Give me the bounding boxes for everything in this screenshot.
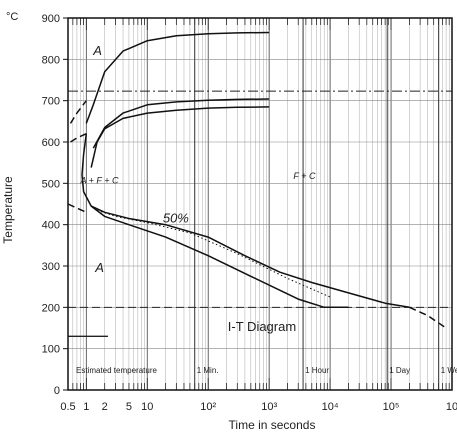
- transformation-curve: [409, 306, 447, 329]
- x-tick-label: 10⁵: [383, 401, 400, 413]
- x-axis-label: Time in seconds: [229, 418, 316, 432]
- y-tick-label: 200: [42, 302, 60, 314]
- time-mark-label: 1 Hour: [305, 366, 329, 375]
- transformation-curve: [96, 209, 331, 298]
- x-tick-label: 10³: [261, 401, 277, 413]
- chart-title: I-T Diagram: [228, 319, 296, 334]
- x-tick-label: 5: [126, 401, 132, 413]
- time-mark-label: 1 Week: [441, 366, 457, 375]
- region-label: F + C: [293, 171, 316, 181]
- y-tick-label: 600: [42, 137, 60, 149]
- y-tick-label: 700: [42, 96, 60, 108]
- tick-labels: 0 100 200 300 400 500 600 700 800 900 0.5 1 2 5 10 10² 1…: [42, 13, 457, 413]
- region-label: A: [94, 260, 104, 275]
- plot-frame: [67, 17, 453, 391]
- y-tick-label: 500: [42, 178, 60, 190]
- y-tick-label: 100: [42, 344, 60, 356]
- transformation-curve: [67, 203, 87, 213]
- curves: [67, 31, 447, 329]
- transformation-curve: [90, 106, 270, 168]
- y-axis-label: Temperature: [1, 176, 15, 244]
- x-tick-label: 0.5: [60, 401, 75, 413]
- time-mark-label: 1 Min.: [197, 366, 219, 375]
- transformation-curve: [70, 133, 87, 143]
- annotations: 1 Min. 1 Hour 1 Day 1 Week A A + F + C F + C A 5…: [79, 43, 457, 375]
- y-tick-label: 300: [42, 261, 60, 273]
- x-tick-label: 10: [141, 401, 153, 413]
- estimated-temperature-note: Estimated temperature: [76, 366, 157, 375]
- transformation-curve: [81, 133, 349, 309]
- transformation-curve: [85, 31, 270, 124]
- y-unit-label: °C: [6, 11, 18, 23]
- x-tick-label: 10⁴: [322, 401, 339, 413]
- y-tick-label: 400: [42, 220, 60, 232]
- x-tick-label: 2: [102, 401, 108, 413]
- x-tick-label: 10²: [200, 401, 216, 413]
- grid: [67, 17, 452, 391]
- y-tick-label: 800: [42, 54, 60, 66]
- region-label: A: [92, 43, 102, 58]
- transformation-curve: [90, 205, 410, 309]
- region-label: A + F + C: [79, 175, 119, 185]
- transformation-curve: [92, 98, 270, 149]
- x-tick-label: 10: [446, 401, 457, 413]
- y-tick-label: 900: [42, 13, 60, 25]
- reference-lines: [68, 90, 452, 337]
- transformation-curve: [69, 100, 87, 124]
- region-label: 50%: [163, 211, 189, 226]
- y-tick-label: 0: [54, 385, 60, 397]
- x-tick-label: 1: [83, 401, 89, 413]
- time-mark-label: 1 Day: [389, 366, 410, 375]
